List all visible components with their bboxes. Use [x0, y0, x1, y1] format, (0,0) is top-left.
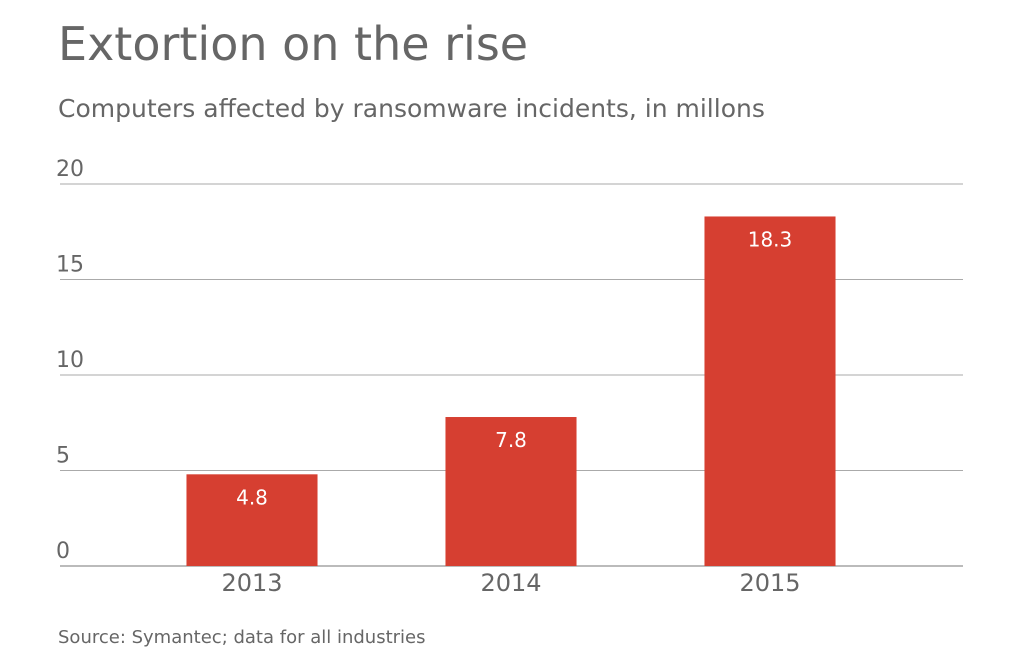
value-label: 18.3 — [748, 227, 793, 251]
value-label: 4.8 — [236, 485, 268, 509]
y-tick-label: 10 — [56, 348, 84, 373]
x-tick-label: 2014 — [480, 569, 541, 597]
y-tick-label: 0 — [56, 539, 70, 564]
chart-title: Extortion on the rise — [58, 17, 528, 71]
source-note: Source: Symantec; data for all industrie… — [58, 627, 426, 648]
x-tick-label: 2013 — [221, 569, 282, 597]
bar — [445, 417, 577, 566]
bar — [704, 216, 836, 566]
x-tick-label: 2015 — [739, 569, 800, 597]
value-label: 7.8 — [495, 428, 527, 452]
y-tick-label: 20 — [56, 157, 84, 182]
chart-subtitle: Computers affected by ransomware inciden… — [58, 94, 765, 123]
bar — [186, 474, 318, 566]
y-tick-label: 15 — [56, 253, 84, 278]
y-tick-label: 5 — [56, 444, 70, 469]
